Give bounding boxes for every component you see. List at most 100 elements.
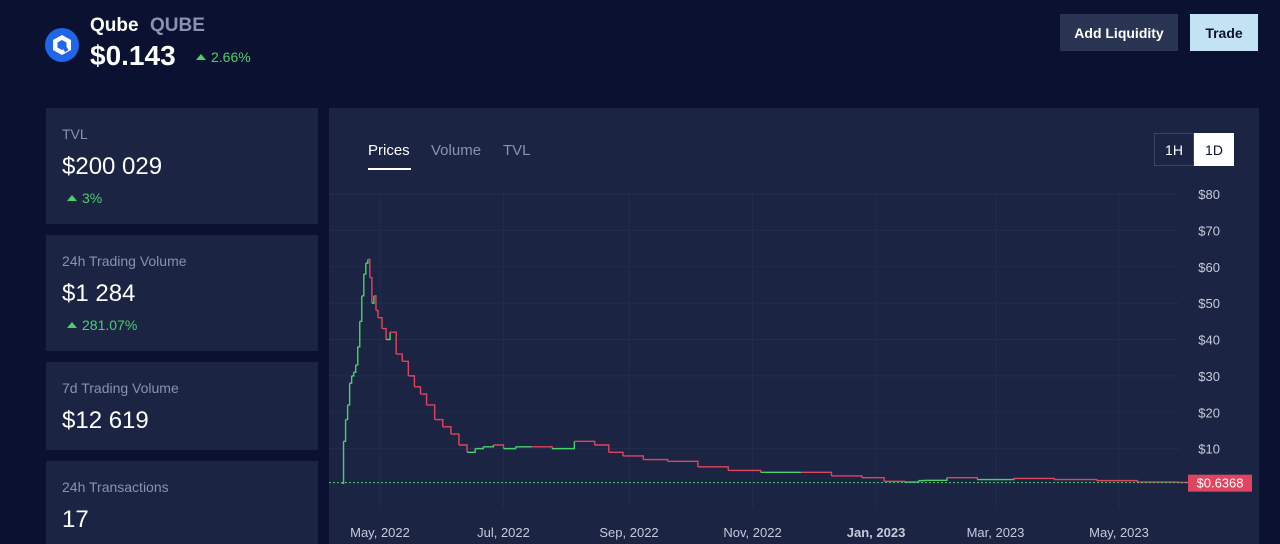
price-segment: [622, 455, 644, 460]
stat-change-value: 281.07%: [82, 317, 138, 333]
price-segment: [801, 471, 833, 476]
chart-panel: Prices Volume TVL 1H 1D $80 $70 $60 $50 $40 $…: [329, 108, 1259, 544]
price-segment: [861, 477, 885, 482]
price-segment: [450, 433, 460, 445]
token-header: Qube QUBE $0.143 2.66% Add Liquidity Tra…: [0, 0, 1280, 100]
stat-label: 24h Trading Volume: [62, 253, 187, 269]
stat-label: TVL: [62, 126, 88, 142]
price-segment: [371, 295, 375, 304]
active-tab-indicator: [368, 168, 411, 170]
x-tick-label: Nov, 2022: [723, 525, 781, 540]
price-segment: [402, 360, 410, 376]
price-segment: [365, 259, 369, 264]
price-segment: [667, 460, 699, 467]
price-segment: [1013, 477, 1055, 480]
x-tick-label: May, 2022: [350, 525, 410, 540]
arrow-up-icon: [196, 54, 206, 60]
price-segment: [483, 444, 495, 448]
price-segment: [377, 316, 383, 329]
arrow-up-icon: [67, 195, 77, 201]
price-segment: [386, 332, 391, 341]
price-segment: [728, 469, 762, 473]
price-change: 2.66%: [196, 49, 251, 65]
stat-change: 281.07%: [67, 317, 137, 333]
price-segment: [924, 477, 948, 481]
token-price: $0.143: [90, 40, 176, 71]
timeframe-1h-button[interactable]: 1H: [1154, 133, 1194, 166]
arrow-up-icon: [67, 322, 77, 328]
price-segment: [359, 295, 363, 323]
price-segment: [363, 263, 367, 275]
price-segment: [355, 346, 359, 366]
price-segment: [349, 375, 353, 384]
price-segment: [341, 441, 345, 484]
tab-prices[interactable]: Prices: [368, 142, 410, 159]
price-segment: [408, 375, 416, 387]
stat-label: 24h Transactions: [62, 479, 169, 495]
price-segment: [420, 393, 428, 405]
x-tick-label: May, 2023: [1089, 525, 1149, 540]
token-symbol: QUBE: [150, 15, 205, 36]
price-change-value: 2.66%: [211, 49, 251, 65]
price-segment: [375, 309, 379, 318]
price-segment: [493, 444, 505, 449]
stat-label: 7d Trading Volume: [62, 380, 179, 396]
stat-value: $1 284: [62, 280, 136, 307]
add-liquidity-button[interactable]: Add Liquidity: [1060, 14, 1178, 51]
stat-value: $200 029: [62, 153, 163, 180]
y-tick-label: $20: [1198, 405, 1220, 420]
y-tick-label: $70: [1198, 223, 1220, 238]
stat-change: 3%: [67, 190, 102, 206]
price-segment: [347, 383, 351, 406]
stat-card-24h-transactions: 24h Transactions 17: [46, 461, 318, 544]
price-segment: [1054, 478, 1098, 481]
price-segment: [643, 458, 669, 462]
tab-tvl[interactable]: TVL: [503, 142, 531, 159]
y-tick-label: $30: [1198, 369, 1220, 384]
price-segment: [608, 451, 624, 456]
y-tick-label: $10: [1198, 442, 1220, 457]
price-segment: [458, 444, 468, 453]
price-segment: [594, 444, 610, 453]
price-segment: [697, 466, 729, 471]
price-segment: [475, 446, 484, 450]
x-tick-label: Sep, 2022: [599, 525, 658, 540]
price-segment: [552, 441, 576, 450]
price-segment: [574, 440, 596, 445]
last-price-badge: [1188, 474, 1252, 492]
price-segment: [361, 274, 365, 297]
tab-volume[interactable]: Volume: [431, 142, 482, 159]
stat-value: $12 619: [62, 407, 149, 434]
price-segment: [382, 327, 387, 340]
price-segment: [396, 353, 403, 362]
price-segment: [351, 372, 355, 377]
price-segment: [345, 404, 349, 421]
price-segment: [343, 419, 347, 443]
stat-change-value: 3%: [82, 190, 103, 206]
price-segment: [390, 331, 397, 355]
price-segment: [442, 426, 452, 435]
y-tick-label: $80: [1198, 187, 1220, 202]
price-segment: [369, 276, 373, 304]
price-segment: [373, 295, 377, 311]
price-segment: [357, 321, 361, 348]
x-tick-label: Jan, 2023: [847, 525, 906, 540]
stat-card-7d-volume: 7d Trading Volume $12 619: [46, 362, 318, 450]
timeframe-1d-button[interactable]: 1D: [1194, 133, 1234, 166]
price-segment: [414, 386, 422, 395]
qube-logo-icon: [45, 28, 79, 62]
price-chart[interactable]: $80 $70 $60 $50 $40 $30 $20 $10 May, 2022 Jul, 20…: [329, 108, 1259, 544]
price-segment: [831, 475, 863, 478]
price-segment: [904, 480, 920, 483]
trade-button[interactable]: Trade: [1190, 14, 1258, 51]
stat-value: 17: [62, 506, 89, 533]
price-segment: [1096, 479, 1138, 483]
last-price-label: $0.6368: [1197, 476, 1244, 491]
price-segment: [884, 480, 906, 483]
price-segment: [467, 448, 476, 453]
y-tick-label: $60: [1198, 260, 1220, 275]
price-segment: [426, 404, 436, 420]
y-tick-label: $40: [1198, 333, 1220, 348]
price-segment: [367, 258, 371, 278]
y-tick-label: $50: [1198, 296, 1220, 311]
